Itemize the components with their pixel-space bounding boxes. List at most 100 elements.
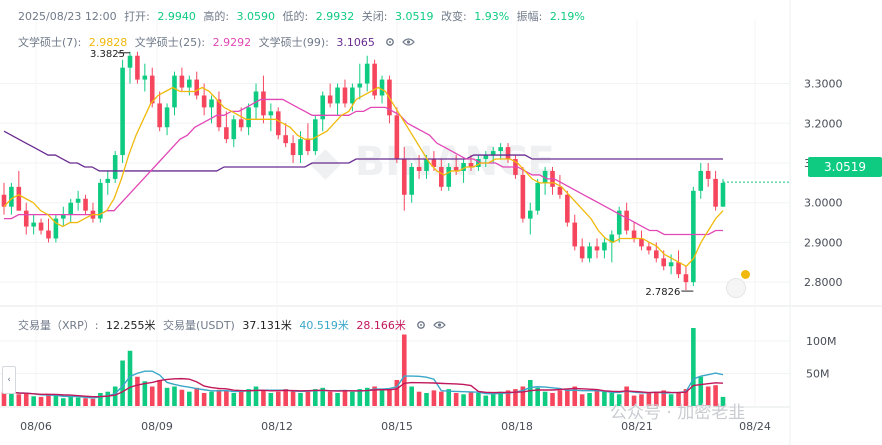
- volume-ma2-value: 28.166米: [356, 319, 406, 332]
- volume-bar: [490, 394, 496, 406]
- candle-body: [653, 250, 659, 259]
- candle-body: [342, 87, 348, 104]
- candle-body: [112, 155, 118, 179]
- volume-bar: [639, 394, 644, 406]
- candle-body: [424, 159, 429, 171]
- price-tick-label: 3.2000: [804, 117, 843, 130]
- candle-body: [646, 246, 652, 251]
- volume-bar: [1, 391, 7, 406]
- volume-bar: [90, 398, 96, 406]
- candle-body: [624, 210, 629, 231]
- volume-bar: [387, 389, 392, 406]
- volume-bar: [624, 386, 629, 406]
- candle-body: [490, 151, 496, 156]
- volume-eye-icon[interactable]: [433, 319, 446, 331]
- candle-body: [46, 230, 51, 239]
- candle-body: [246, 107, 251, 128]
- volume-bar: [179, 389, 185, 406]
- notification-dot-icon: [741, 270, 750, 279]
- volume-bar: [572, 386, 578, 406]
- eye-icon[interactable]: [402, 36, 415, 48]
- volume-bar: [38, 396, 44, 406]
- candle-body: [120, 67, 125, 156]
- panel-collapse-toggle[interactable]: ‹: [2, 366, 16, 394]
- volume-bar: [705, 386, 711, 406]
- volume-bar: [164, 387, 170, 406]
- candle-body: [1, 194, 7, 207]
- volume-bar: [201, 393, 207, 406]
- change-value: 1.93%: [474, 10, 510, 23]
- volume-bar: [194, 387, 200, 406]
- candle-body: [572, 222, 578, 247]
- candle-body: [9, 186, 14, 207]
- volume-bar: [290, 390, 296, 406]
- candle-body: [616, 210, 622, 235]
- volume-bar: [409, 386, 414, 406]
- ma25-line: [4, 98, 723, 236]
- candle-body: [75, 198, 81, 203]
- volume-bar: [439, 391, 444, 406]
- volume-bar: [446, 389, 452, 406]
- volume-bar: [9, 393, 14, 406]
- low-value: 2.9932: [315, 10, 355, 23]
- candle-body: [142, 75, 148, 80]
- volume-bar: [394, 380, 400, 406]
- volume-gear-icon[interactable]: [415, 319, 427, 331]
- amplitude-value: 2.19%: [549, 10, 585, 23]
- candle-body: [705, 170, 711, 179]
- candle-body: [135, 55, 140, 80]
- candle-body: [713, 178, 718, 207]
- volume-bar: [98, 393, 103, 406]
- volume-bar: [676, 393, 681, 406]
- volume-bar: [431, 390, 437, 406]
- volume-bar: [298, 393, 303, 406]
- volume-bar: [683, 389, 689, 406]
- candle-body: [639, 238, 644, 247]
- volume-bar: [668, 394, 674, 406]
- candle-body: [194, 79, 200, 96]
- volume-bar: [661, 390, 666, 406]
- candle-body: [468, 163, 474, 167]
- low-marker-label: 2.7826: [645, 287, 680, 298]
- volume-bar: [320, 387, 326, 406]
- volume-tick-label: 50M: [806, 368, 830, 381]
- candle-body: [720, 182, 726, 207]
- candle-body: [23, 210, 29, 227]
- candle-body: [216, 99, 222, 128]
- candle-body: [335, 87, 340, 104]
- volume-label: 交易量（XRP）:: [18, 319, 99, 332]
- candle-body: [350, 87, 355, 104]
- volume-bar: [535, 387, 540, 406]
- candle-body: [401, 159, 407, 195]
- time-tick-label: 08/15: [381, 420, 413, 433]
- candle-body: [453, 166, 459, 171]
- gear-icon[interactable]: [384, 36, 396, 48]
- volume-bar: [698, 376, 704, 406]
- candle-body: [313, 119, 318, 152]
- high-value: 3.0590: [236, 10, 276, 23]
- volume-bar: [379, 390, 385, 406]
- candle-body: [149, 75, 155, 104]
- high-marker-label: 3.3825: [90, 49, 125, 60]
- candle-body: [16, 186, 22, 211]
- time-tick-label: 08/24: [739, 420, 771, 433]
- candle-body: [53, 218, 59, 239]
- candle-body: [268, 111, 274, 116]
- volume-bar: [498, 391, 503, 406]
- candle-body: [172, 75, 177, 108]
- note-icon[interactable]: [726, 278, 746, 298]
- volume-bar: [542, 391, 548, 406]
- candle-body: [498, 147, 503, 152]
- price-tick-label: 2.9000: [804, 236, 843, 249]
- candle-time: 2025/08/23 12:00: [18, 10, 117, 23]
- volume-bar: [46, 394, 51, 406]
- volume-bar: [720, 396, 726, 406]
- candle-body: [609, 234, 615, 243]
- candle-body: [187, 79, 192, 88]
- volume-bar: [335, 393, 340, 406]
- candle-body: [357, 83, 363, 88]
- volume-bar: [268, 393, 274, 406]
- candle-body: [238, 119, 244, 128]
- candle-body: [668, 262, 674, 267]
